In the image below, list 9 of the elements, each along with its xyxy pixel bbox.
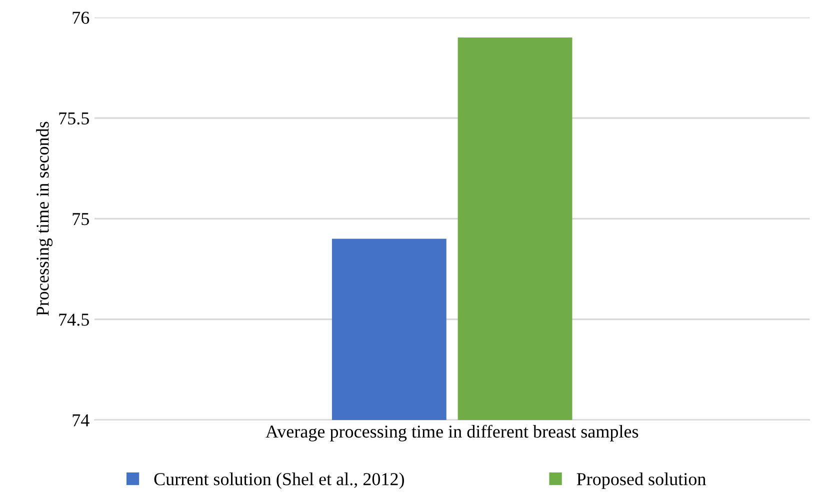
legend-label: Proposed solution <box>576 472 706 489</box>
legend-label: Current solution (Shel et al., 2012) <box>154 472 404 489</box>
y-tick-label: 74.5 <box>59 314 89 326</box>
y-tick-label: 74 <box>72 414 90 426</box>
y-tick-label: 75 <box>72 213 89 226</box>
y-tick-label: 76 <box>72 12 90 24</box>
y-axis-title: Processing time in seconds <box>36 122 53 316</box>
x-tick-label: Average processing time in different breast samples <box>266 424 638 442</box>
y-tick-label: 75.5 <box>59 112 89 125</box>
